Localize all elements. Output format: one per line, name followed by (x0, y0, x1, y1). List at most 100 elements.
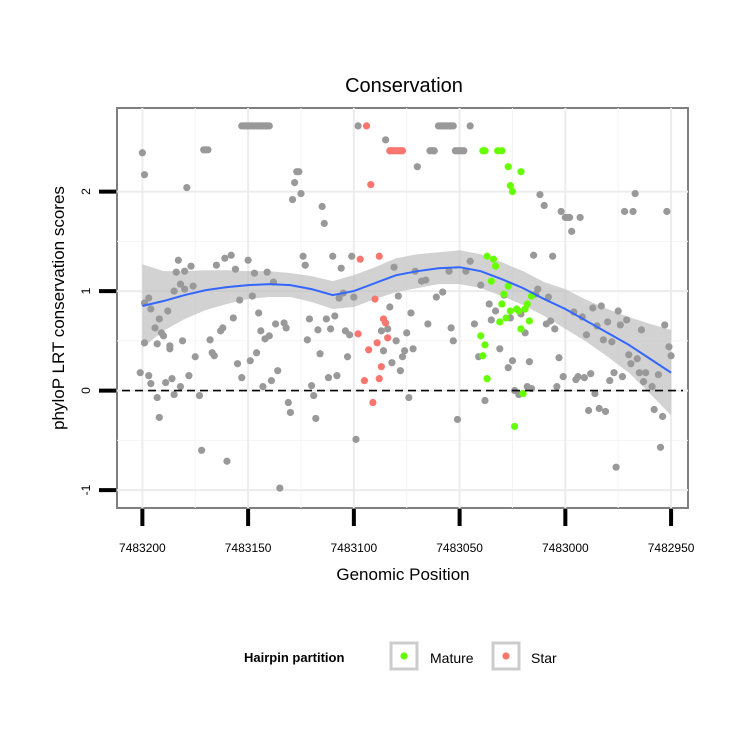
point-mature (483, 375, 491, 383)
point-other (352, 435, 360, 443)
point-other (606, 377, 614, 385)
point-other (504, 364, 512, 372)
point-other (403, 329, 411, 337)
point-other (301, 261, 309, 269)
point-other (610, 369, 618, 377)
point-other (398, 353, 407, 361)
point-other (650, 405, 658, 414)
point-mature (491, 262, 500, 270)
y-tick-label: -1 (79, 484, 93, 495)
point-other (530, 251, 538, 259)
point-mature (479, 352, 487, 360)
y-tick-label: 2 (79, 188, 93, 195)
point-other (147, 380, 155, 388)
point-other (449, 122, 457, 130)
point-other (168, 375, 176, 383)
point-other (422, 276, 430, 284)
point-other (377, 327, 385, 335)
y-tick-label: 1 (79, 287, 93, 294)
point-other (176, 383, 185, 391)
point-other (445, 267, 453, 275)
point-other (136, 369, 144, 377)
point-other (625, 351, 633, 359)
x-tick-label: 7483100 (330, 541, 377, 555)
point-other (635, 369, 643, 377)
point-star (398, 147, 407, 155)
x-axis: 7483200 7483150 7483100 7483050 7483000 74829… (119, 509, 695, 555)
point-other (661, 321, 669, 329)
point-other (553, 383, 561, 391)
point-other (219, 324, 227, 332)
point-other (491, 307, 500, 315)
legend-label-mature: Mature (430, 650, 474, 666)
point-other (305, 315, 314, 323)
point-mature (496, 318, 504, 326)
point-other (172, 268, 180, 276)
point-other (284, 398, 292, 407)
point-other (314, 326, 322, 334)
point-star (369, 398, 377, 407)
point-other (162, 379, 170, 387)
point-other (496, 345, 504, 353)
point-other (181, 285, 189, 293)
point-other (656, 443, 665, 451)
point-star (356, 255, 364, 263)
point-other (565, 213, 574, 222)
legend-dot-mature (400, 652, 408, 660)
point-other (174, 256, 182, 264)
point-other (191, 353, 199, 361)
point-other (147, 305, 155, 313)
point-other (274, 367, 282, 375)
point-other (466, 122, 474, 130)
point-other (185, 372, 193, 380)
point-other (381, 136, 390, 144)
point-other (337, 264, 345, 272)
point-other (195, 391, 204, 400)
point-other (221, 254, 229, 262)
point-other (252, 349, 261, 357)
point-other (183, 184, 191, 192)
point-other (481, 396, 489, 405)
point-other (238, 374, 246, 382)
point-other (540, 201, 548, 210)
point-other (326, 325, 335, 333)
point-other (595, 404, 603, 413)
point-other (559, 373, 567, 381)
point-other (259, 383, 267, 391)
point-other (255, 309, 263, 317)
point-other (637, 326, 646, 334)
point-other (555, 354, 563, 362)
point-mature (483, 252, 491, 260)
point-other (616, 321, 624, 329)
point-other (145, 372, 153, 380)
point-other (424, 320, 432, 328)
point-other (320, 219, 328, 228)
point-other (267, 377, 275, 385)
point-other (286, 408, 295, 417)
point-other (551, 325, 559, 333)
point-other (591, 389, 599, 398)
y-axis: -1 0 1 2 (79, 188, 116, 495)
point-other (227, 251, 235, 259)
point-other (181, 267, 189, 275)
x-tick-label: 7483000 (542, 541, 589, 555)
x-tick-label: 7483050 (436, 541, 483, 555)
point-other (140, 171, 149, 179)
point-other (388, 359, 396, 367)
data-points (136, 122, 675, 492)
point-other (197, 446, 206, 454)
point-other (546, 317, 555, 325)
point-mature (481, 147, 489, 155)
point-other (178, 337, 187, 345)
point-other (477, 281, 485, 289)
point-star (371, 295, 379, 303)
point-other (648, 383, 656, 391)
point-other (401, 347, 409, 355)
point-other (627, 360, 635, 368)
point-other (614, 307, 622, 315)
point-other (466, 257, 474, 265)
point-mature (487, 277, 495, 285)
point-star (384, 334, 392, 342)
point-other (453, 415, 462, 424)
point-mature (477, 332, 485, 340)
